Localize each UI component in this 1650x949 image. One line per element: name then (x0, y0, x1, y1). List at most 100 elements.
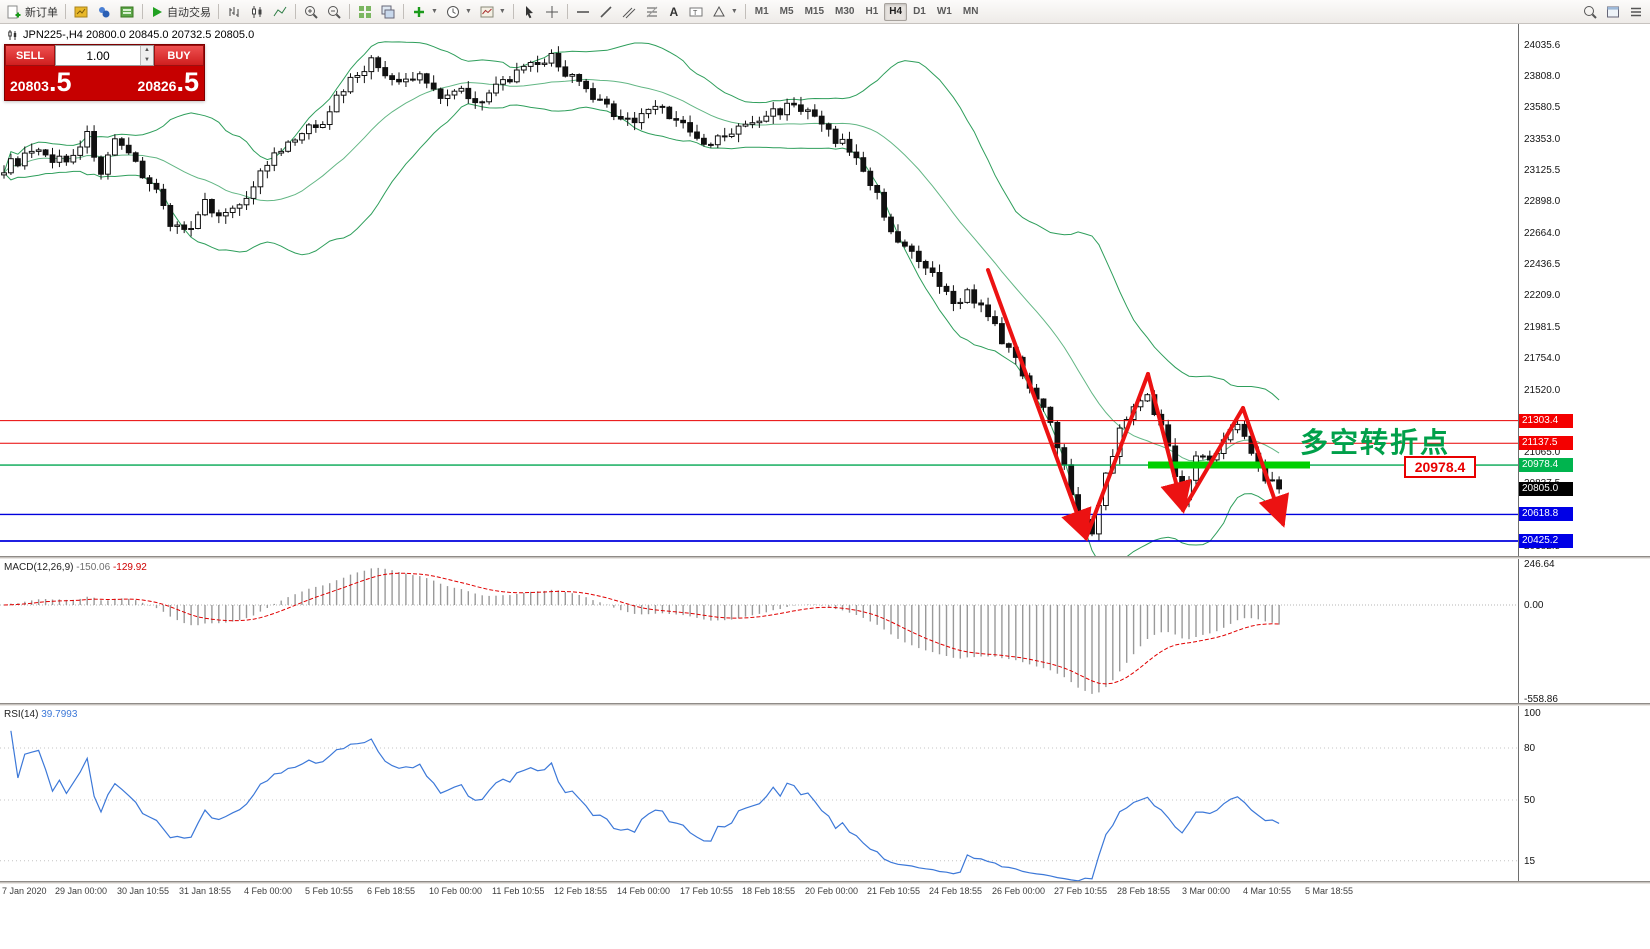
pivot-price-box[interactable]: 20978.4 (1404, 456, 1476, 478)
price-tick: 22898.0 (1524, 195, 1561, 207)
volume-input[interactable]: 1.00 ▲ ▼ (55, 45, 154, 66)
timeframe-d1[interactable]: D1 (908, 3, 931, 21)
cascade-windows-icon (381, 5, 395, 18)
price-badge: 20978.4 (1519, 458, 1573, 473)
timeframe-h1[interactable]: H1 (860, 3, 883, 21)
time-label: 5 Mar 18:55 (1305, 886, 1354, 896)
volume-stepper[interactable]: ▲ ▼ (140, 46, 153, 65)
autotrading-button[interactable]: 自动交易 (147, 2, 214, 22)
price-tick: 21981.5 (1524, 321, 1561, 333)
shapes-icon (712, 5, 725, 16)
bars-chart-button[interactable] (223, 2, 245, 22)
time-label: 27 Feb 10:55 (1054, 886, 1108, 896)
new-window-button[interactable] (1602, 2, 1624, 22)
hline-tool-button[interactable] (572, 2, 594, 22)
sell-button[interactable]: SELL (5, 45, 55, 66)
price-tick: 22664.0 (1524, 228, 1561, 240)
toolbar-separator (349, 4, 350, 19)
stepper-up-icon[interactable]: ▲ (141, 46, 153, 56)
toolbar-separator (512, 4, 514, 19)
channel-tool-button[interactable] (618, 2, 640, 22)
one-click-trade-panel: SELL 1.00 ▲ ▼ BUY 20803.5 20826.5 (4, 44, 205, 101)
toolbar: 新订单 自动交易 ▼ ▼ ▼ A T ▼ M1 M5 M15 M30 H1 H4… (0, 0, 1650, 24)
window-list-button[interactable] (1625, 2, 1647, 22)
cascade-windows-button[interactable] (377, 2, 399, 22)
templates-button[interactable]: ▼ (476, 2, 509, 22)
rsi-panel[interactable]: RSI(14) 39.7993 (0, 706, 1518, 881)
chart-window[interactable]: JPN225-,H4 20800.0 20845.0 20732.5 20805… (0, 24, 1518, 556)
cursor-button[interactable] (518, 2, 540, 22)
navigator-icon (99, 6, 110, 17)
candlestick-plot[interactable] (0, 24, 1518, 556)
fibonacci-icon (646, 6, 658, 17)
price-tick: 23353.0 (1524, 133, 1561, 145)
timeframe-mn[interactable]: MN (958, 3, 984, 21)
market-watch-button[interactable] (70, 2, 92, 22)
timeframe-m15[interactable]: M15 (800, 3, 829, 21)
macd-tick: -558.86 (1524, 694, 1558, 705)
timeaxis-splitter (0, 881, 1650, 884)
zoom-out-icon (328, 5, 341, 19)
new-order-button[interactable]: 新订单 (3, 2, 61, 22)
text-label-icon: T (689, 7, 703, 17)
template-icon (480, 6, 494, 17)
timeframe-m30[interactable]: M30 (830, 3, 859, 21)
shapes-button[interactable]: ▼ (708, 2, 741, 22)
channel-icon (622, 7, 636, 18)
toolbar-separator (403, 4, 404, 19)
time-axis[interactable]: 7 Jan 2020 29 Jan 00:00 30 Jan 10:55 31 Jan… (0, 884, 1650, 904)
buy-price: 20826.5 (137, 67, 199, 97)
symbol-chart-icon (8, 30, 17, 40)
quote-prices: 20803.5 20826.5 (5, 66, 204, 100)
price-tick: 22436.5 (1524, 259, 1561, 271)
macd-panel[interactable]: MACD(12,26,9) -150.06 -129.92 (0, 559, 1518, 703)
zoom-out-button[interactable] (323, 2, 345, 22)
zoom-in-button[interactable] (300, 2, 322, 22)
terminal-button[interactable] (116, 2, 138, 22)
autotrade-play-icon (153, 6, 162, 17)
toolbar-separator (566, 4, 568, 19)
buy-button[interactable]: BUY (154, 45, 204, 66)
navigator-button[interactable] (93, 2, 115, 22)
price-badge: 20425.2 (1519, 533, 1573, 548)
label-tool-button[interactable]: T (685, 2, 707, 22)
time-label: 28 Feb 18:55 (1117, 886, 1171, 896)
macd-splitter[interactable] (0, 556, 1650, 559)
timeframe-w1[interactable]: W1 (932, 3, 957, 21)
timeframe-h4[interactable]: H4 (884, 2, 908, 21)
rsi-tick: 80 (1524, 743, 1536, 754)
price-tick: 21065.0 (1524, 447, 1561, 459)
toolbar-separator (65, 4, 66, 19)
time-label: 24 Feb 18:55 (929, 886, 983, 896)
indicators-button[interactable]: ▼ (408, 2, 441, 22)
symbol-info-bar: JPN225-,H4 20800.0 20845.0 20732.5 20805… (5, 29, 257, 41)
price-tick: 21520.0 (1524, 384, 1561, 396)
dropdown-caret-icon: ▼ (498, 8, 506, 15)
crosshair-button[interactable] (541, 2, 563, 22)
rsi-splitter[interactable] (0, 703, 1650, 706)
periods-button[interactable]: ▼ (442, 2, 475, 22)
timeframe-m5[interactable]: M5 (775, 3, 799, 21)
svg-text:T: T (693, 10, 698, 17)
volume-value: 1.00 (86, 48, 110, 63)
tile-windows-button[interactable] (354, 2, 376, 22)
price-axis[interactable]: 24035.6 23808.0 23580.5 23353.0 23125.5 22898… (1518, 24, 1650, 556)
toolbar-separator (218, 4, 219, 19)
stepper-down-icon[interactable]: ▼ (141, 55, 153, 65)
text-tool-button[interactable]: A (664, 2, 684, 22)
crosshair-icon (545, 5, 558, 18)
time-label: 6 Feb 18:55 (367, 886, 416, 896)
fibonacci-tool-button[interactable] (641, 2, 663, 22)
time-label: 26 Feb 00:00 (992, 886, 1046, 896)
macd-tick: 246.64 (1524, 559, 1555, 570)
search-button[interactable] (1579, 2, 1601, 22)
macd-plot[interactable] (0, 559, 1518, 703)
trendline-tool-button[interactable] (595, 2, 617, 22)
candlestick-chart-button[interactable] (246, 2, 268, 22)
timeframe-m1[interactable]: M1 (750, 3, 774, 21)
line-chart-button[interactable] (269, 2, 291, 22)
rsi-plot[interactable] (0, 706, 1518, 881)
tile-windows-icon (359, 5, 371, 18)
time-label: 20 Feb 00:00 (805, 886, 859, 896)
